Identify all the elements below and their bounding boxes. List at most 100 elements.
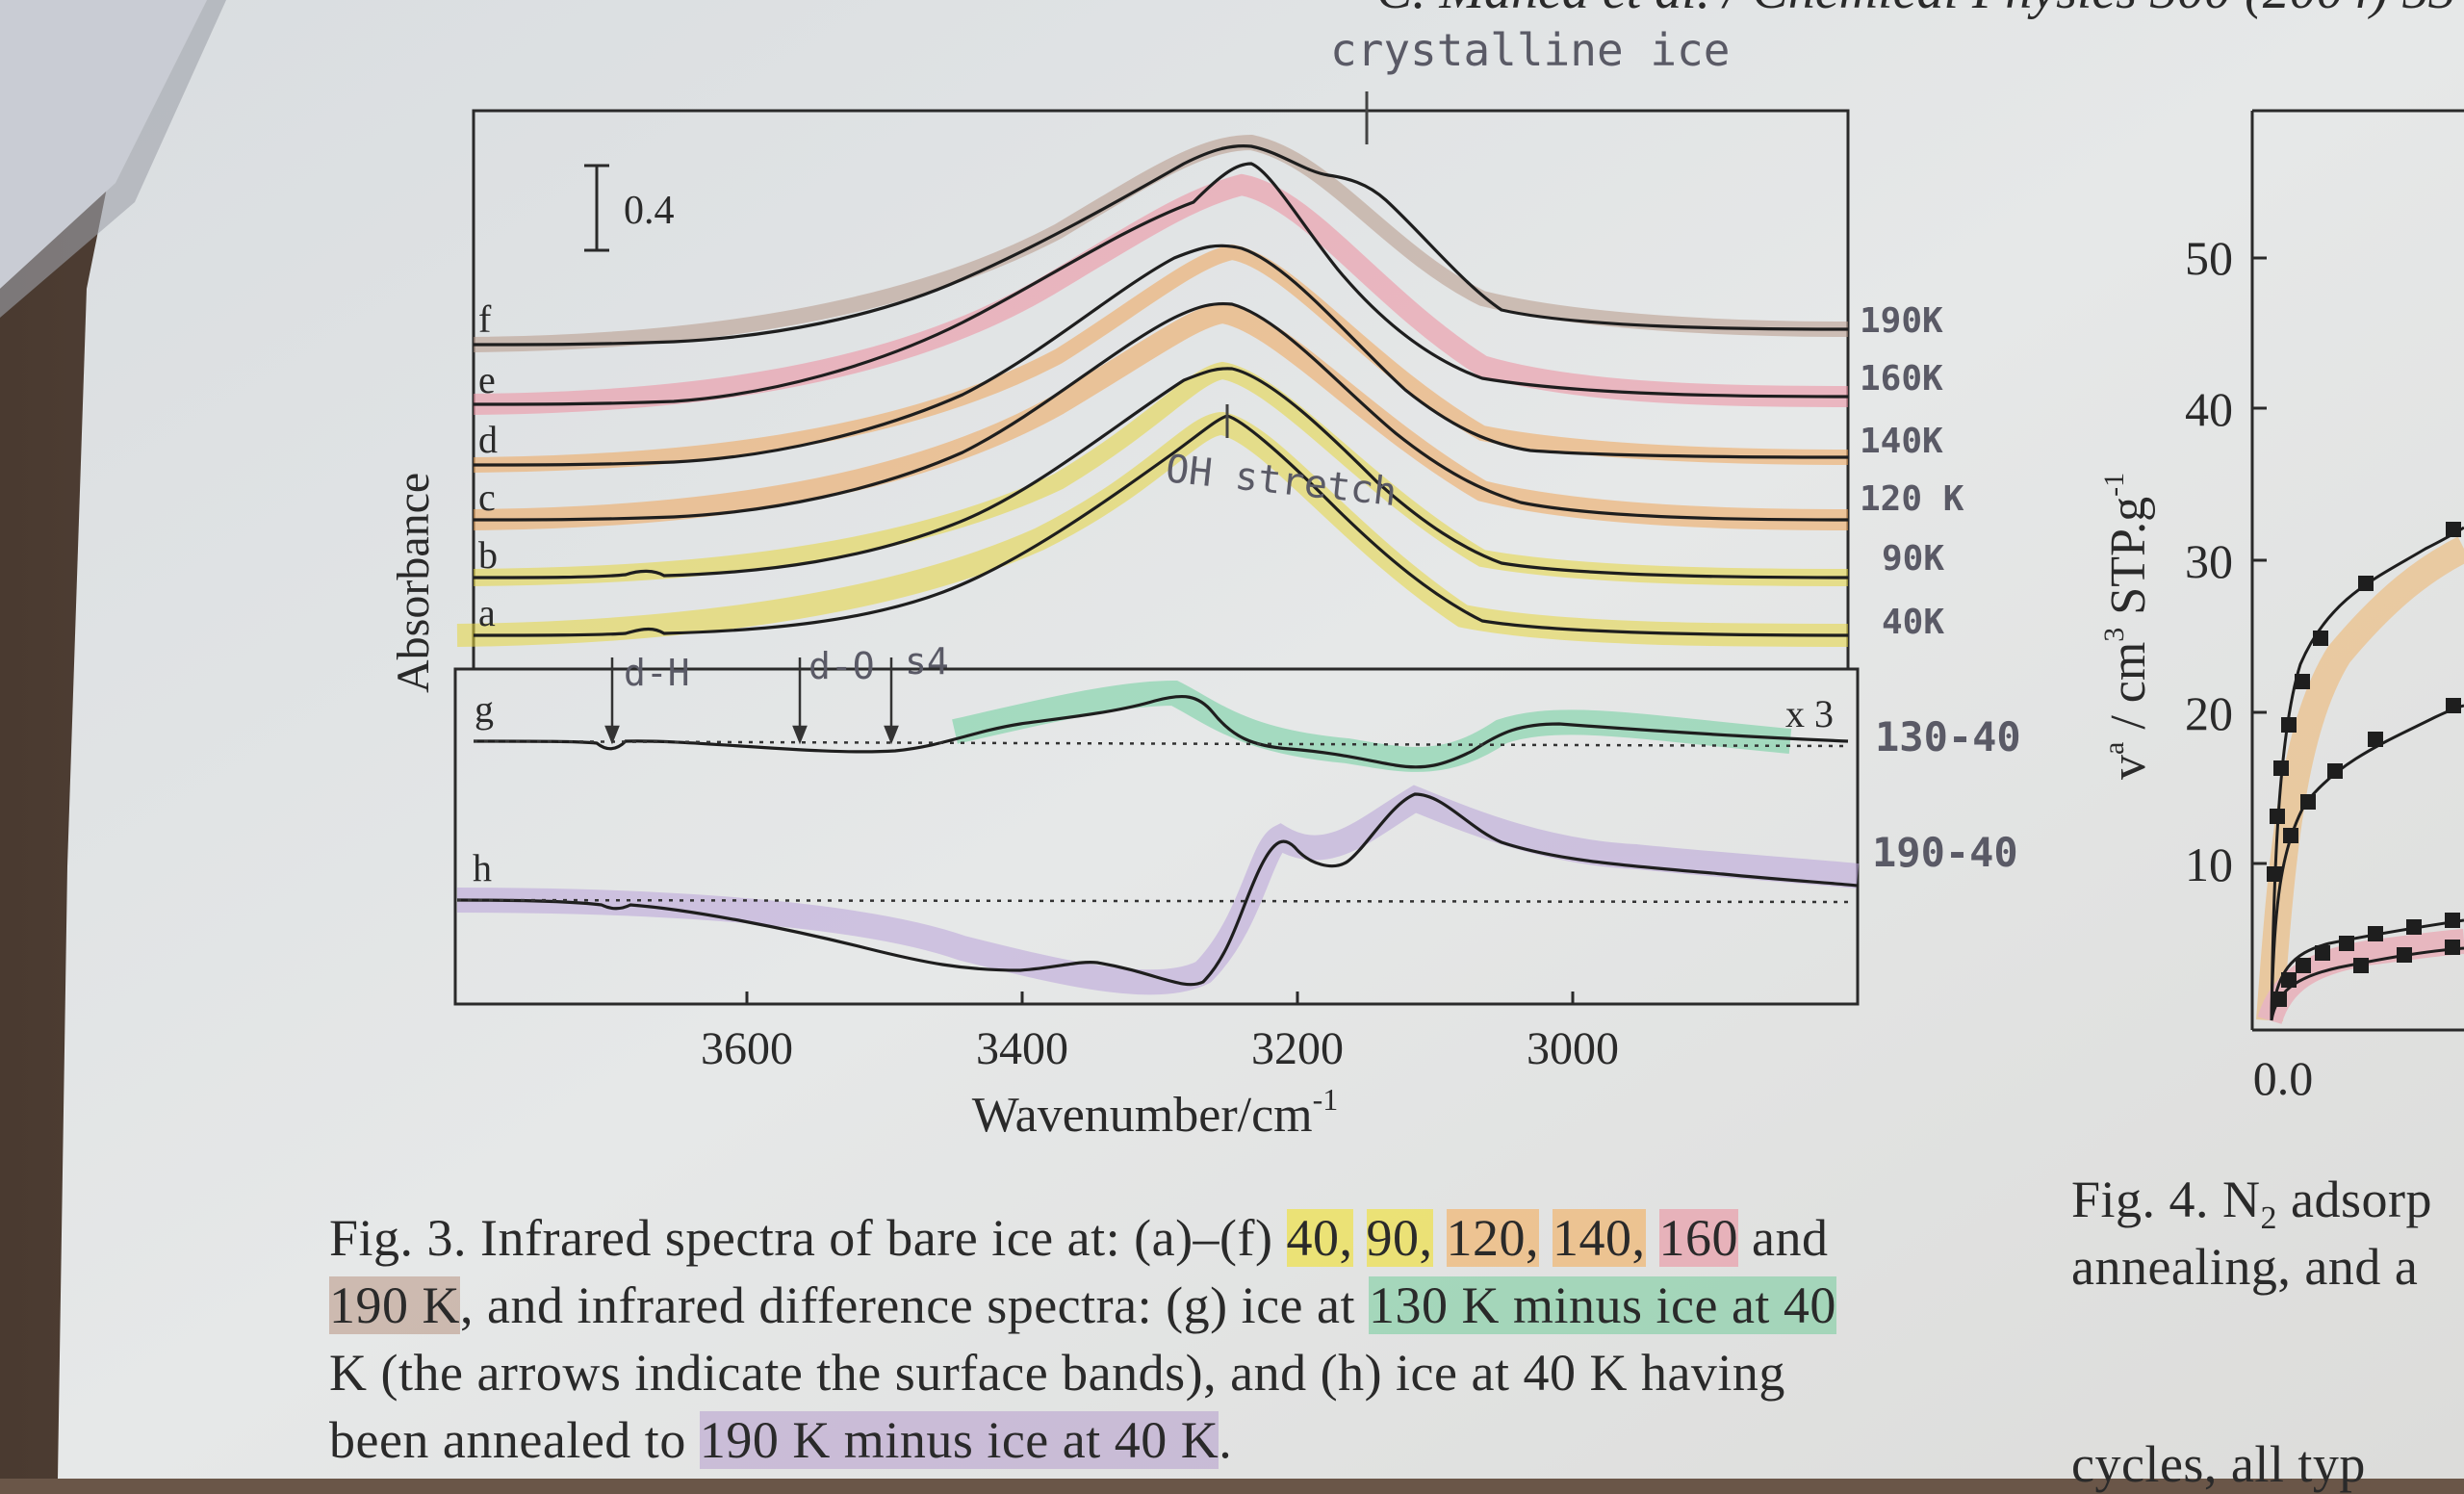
temp-note-a: 40K	[1882, 603, 1944, 642]
right-tick-label-50: 50	[2185, 231, 2233, 285]
curve-e	[473, 162, 1849, 406]
caption-sub: 2	[2260, 1199, 2278, 1236]
caption-value-40: 40,	[1286, 1209, 1353, 1267]
surface-band-arrows	[604, 657, 899, 745]
caption-left-line-1: Fig. 3. Infrared spectra of bare ice at:…	[329, 1208, 1828, 1268]
series-label-d: d	[478, 418, 498, 461]
curve-a	[473, 414, 1849, 637]
right-ylabel-rest: / cm	[2101, 642, 2156, 742]
marker	[2397, 947, 2412, 963]
marker	[2313, 631, 2328, 646]
arrow-dh-head	[604, 725, 620, 745]
caption-value-160: 160	[1658, 1209, 1738, 1267]
curve-d	[473, 244, 1849, 467]
x-axis-label-sup: -1	[1313, 1082, 1339, 1117]
x-ticks	[745, 992, 1575, 1004]
arrow-label-s4: s4	[905, 640, 949, 683]
right-tick-label-40: 40	[2185, 382, 2233, 436]
right-tick-label-30: 30	[2185, 534, 2233, 588]
band-d	[473, 244, 1849, 473]
right-markers	[2267, 522, 2461, 1007]
curve-g	[473, 694, 1849, 769]
right-y-ticks	[2252, 256, 2267, 865]
y-axis-label: Absorbance	[388, 473, 439, 693]
marker	[2406, 919, 2422, 935]
caption-value-140: 140,	[1553, 1209, 1646, 1267]
series-label-a: a	[478, 591, 496, 634]
band-g	[952, 680, 1792, 772]
right-ylabel-v: v	[2101, 755, 2156, 780]
caption-value-130: 130 K minus ice at	[1368, 1276, 1784, 1334]
spectra-curves	[456, 143, 1859, 987]
series-letters: a b c d e f g h	[473, 297, 498, 889]
x-tick-label-3200: 3200	[1251, 1023, 1344, 1074]
right-ylabel-sup-3: 3	[2098, 628, 2130, 642]
series-label-g: g	[475, 687, 494, 731]
right-tick-label-10: 10	[2185, 837, 2233, 891]
caption-value-190: 190 K	[329, 1276, 460, 1334]
marker	[2446, 522, 2461, 537]
page-header: C. Manca et al. / Chemical Physics 300 (…	[1376, 0, 2455, 20]
caption-value-90: 90,	[1366, 1209, 1433, 1267]
marker	[2358, 576, 2374, 591]
right-ylabel-sup-a: a	[2098, 742, 2130, 755]
series-label-e: e	[478, 358, 496, 401]
caption-text: Fig. 4. N	[2071, 1171, 2261, 1228]
x-axis-label: Wavenumber/cm-1	[972, 1082, 1339, 1143]
page-curl-shadow	[0, 0, 226, 318]
caption-value-40b: 40	[1783, 1276, 1836, 1334]
series-label-h: h	[473, 846, 492, 889]
scale-bar-label: 0.4	[624, 189, 675, 233]
temp-note-b: 90K	[1882, 539, 1944, 579]
marker	[2327, 763, 2343, 779]
multiplier-label: x 3	[1785, 692, 1834, 735]
caption-text: and	[1738, 1209, 1829, 1267]
marker	[2270, 809, 2285, 824]
marker	[2272, 992, 2287, 1007]
temp-note-d: 140K	[1860, 422, 1943, 461]
marker	[2295, 674, 2310, 689]
scale-bar	[584, 164, 609, 252]
x-axis-label-text: Wavenumber/cm	[972, 1088, 1313, 1143]
right-y-axis-label: va / cm3 STP.g-1	[2098, 473, 2156, 780]
marker	[2445, 940, 2460, 955]
temp-note-g: 130-40	[1875, 713, 2021, 760]
x-tick-label-3000: 3000	[1527, 1023, 1619, 1074]
marker	[2368, 732, 2383, 747]
x-tick-label-3400: 3400	[976, 1023, 1068, 1074]
right-ylabel-sup-1: -1	[2098, 473, 2130, 497]
marker	[2446, 698, 2461, 713]
right-tick-label-20: 20	[2185, 686, 2233, 740]
marker	[2368, 926, 2383, 941]
caption-text: Fig. 3. Infrared spectra of bare ice at:…	[329, 1209, 1287, 1267]
right-x-tick-label: 0.0	[2253, 1051, 2314, 1105]
marker	[2283, 828, 2298, 843]
x-tick-label-3600: 3600	[701, 1023, 793, 1074]
marker	[2300, 794, 2316, 810]
caption-left-line-4: been annealed to 190 K minus ice at 40 K…	[329, 1410, 1232, 1470]
curve-h	[456, 792, 1859, 987]
caption-left-line-3: K (the arrows indicate the surface bands…	[329, 1344, 1785, 1402]
caption-right-line-1: Fig. 4. N2 adsorp	[2071, 1170, 2432, 1237]
temperature-notes: 190K 160K 140K 120 K 90K 40K 130-40 190-…	[1860, 301, 2021, 876]
lower-plot-frame	[453, 667, 1860, 1006]
page-curl	[0, 0, 207, 289]
series-label-b: b	[478, 533, 498, 577]
marker	[2281, 972, 2297, 988]
caption-right-line-3: cycles, all typ	[2071, 1435, 2366, 1493]
baseline-g	[473, 739, 1849, 748]
caption-text: , and infrared difference spectra: (g) i…	[460, 1276, 1369, 1334]
marker	[2353, 958, 2369, 973]
caption-text: .	[1219, 1411, 1233, 1469]
curve-c	[473, 301, 1849, 522]
arrow-s4-head	[884, 725, 899, 745]
band-e	[473, 173, 1849, 415]
band-c	[473, 301, 1849, 530]
marker	[2296, 958, 2311, 973]
annotation-crystalline-ice: crystalline ice	[1330, 24, 1730, 76]
arrow-label-do: d-O	[808, 645, 875, 687]
series-label-f: f	[478, 297, 492, 341]
caption-right-line-2: annealing, and a	[2071, 1238, 2419, 1296]
